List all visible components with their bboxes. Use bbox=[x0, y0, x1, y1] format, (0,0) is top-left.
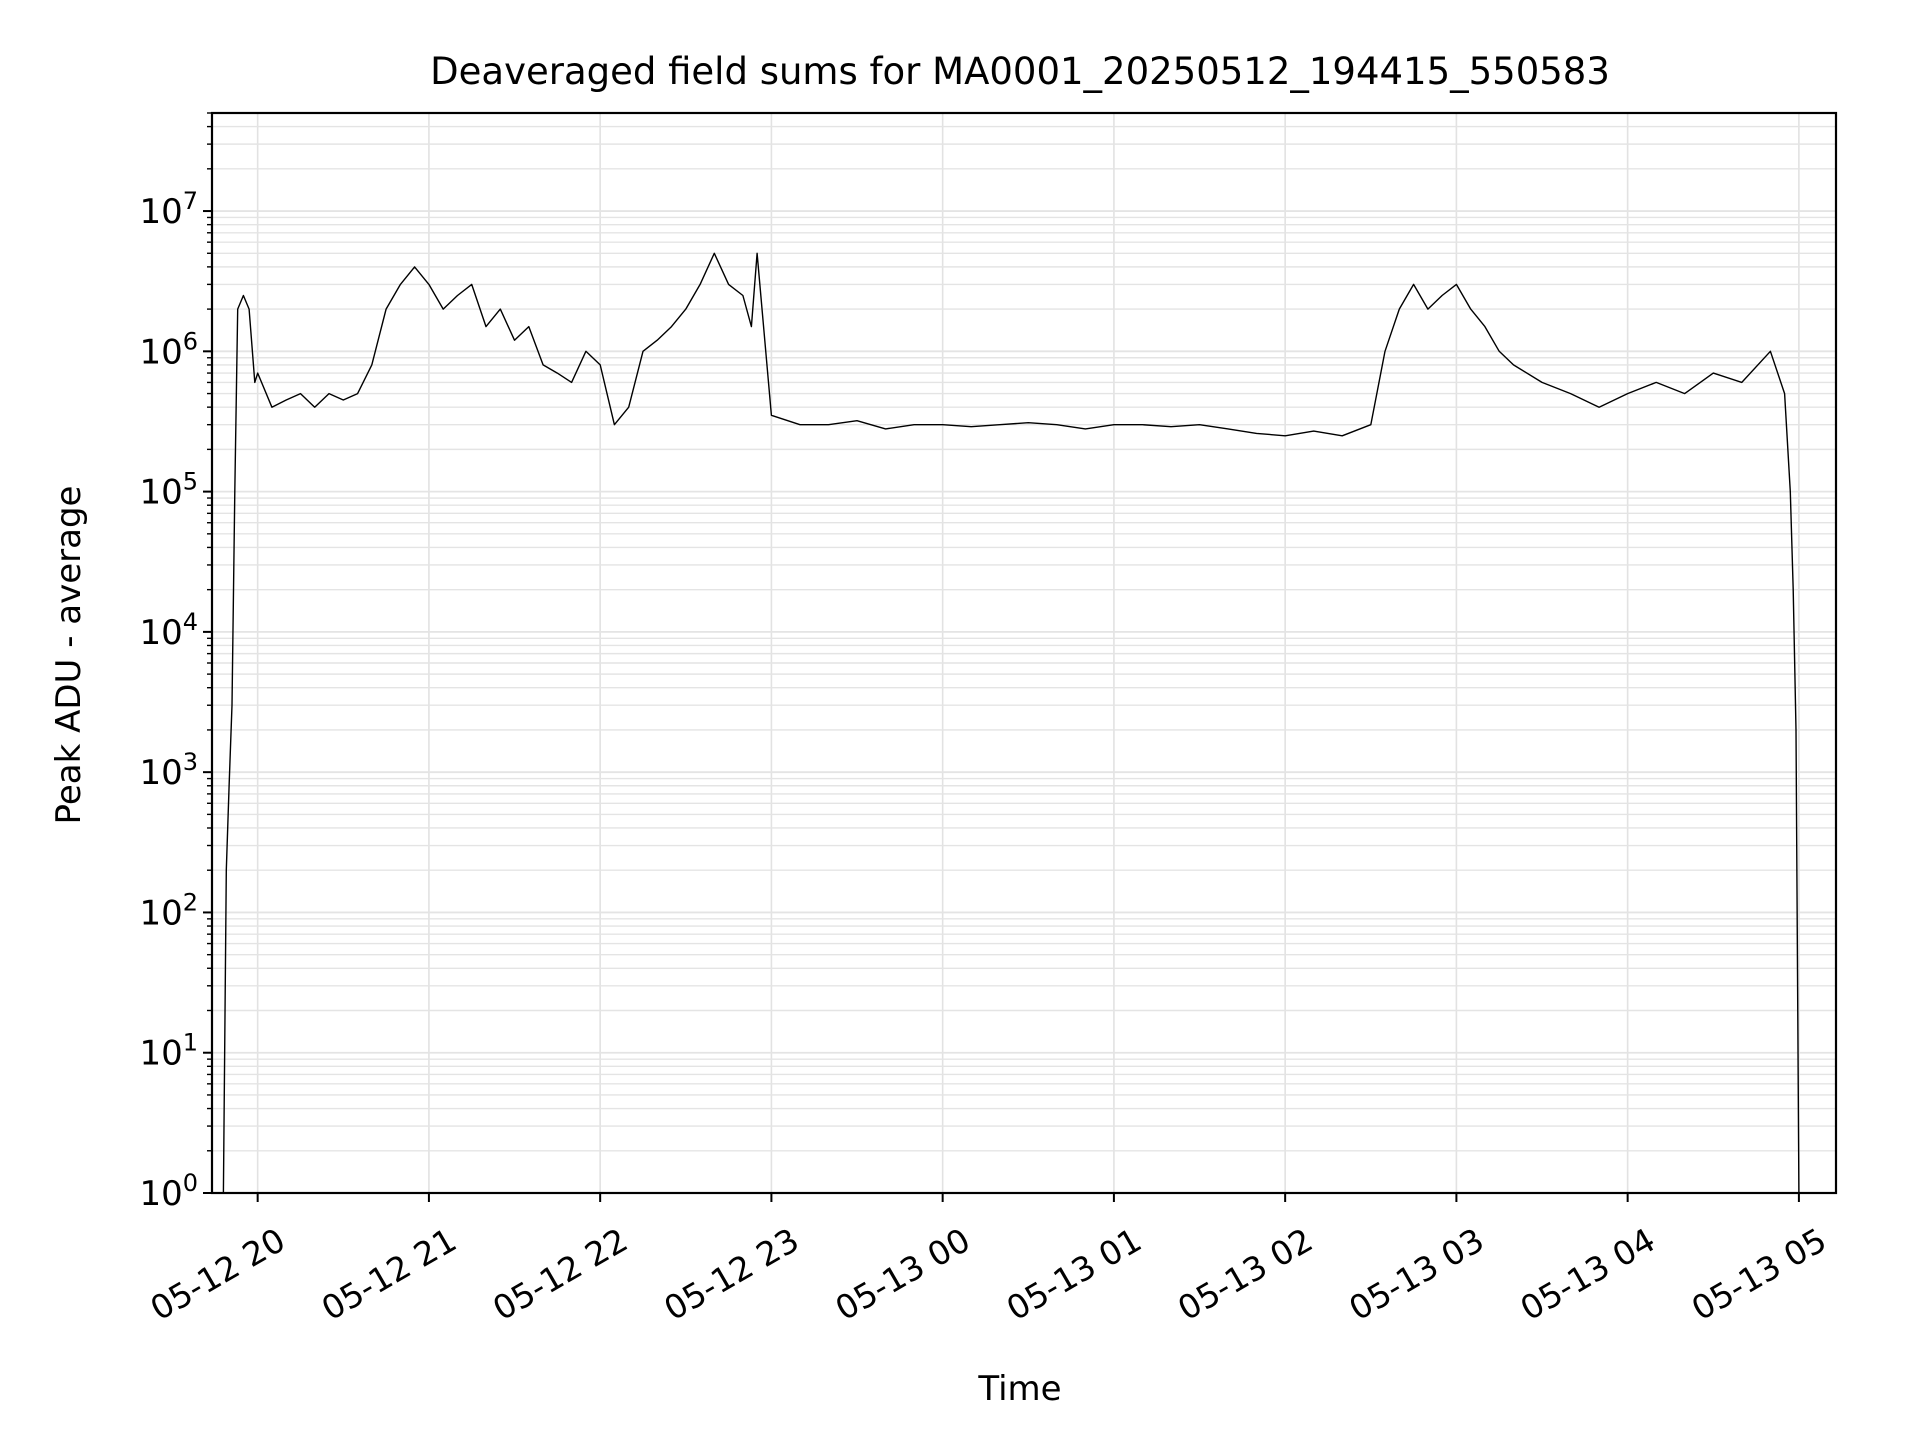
y-tick-label: 107 bbox=[139, 187, 198, 232]
grid bbox=[212, 112, 1836, 1194]
y-tick-label: 106 bbox=[139, 327, 198, 372]
y-tick-label: 103 bbox=[139, 748, 198, 793]
y-tick-label: 101 bbox=[139, 1029, 198, 1074]
chart-title: Deaveraged field sums for MA0001_2025051… bbox=[430, 50, 1610, 93]
x-axis-label: Time bbox=[977, 1369, 1061, 1409]
y-axis-label: Peak ADU - average bbox=[49, 486, 89, 825]
y-tick-label: 104 bbox=[139, 608, 198, 653]
series-line bbox=[222, 252, 1800, 1194]
y-tick-label: 100 bbox=[139, 1169, 198, 1214]
series-layer bbox=[222, 252, 1800, 1194]
y-tick-label: 102 bbox=[139, 888, 198, 933]
y-tick-label: 105 bbox=[139, 468, 198, 513]
